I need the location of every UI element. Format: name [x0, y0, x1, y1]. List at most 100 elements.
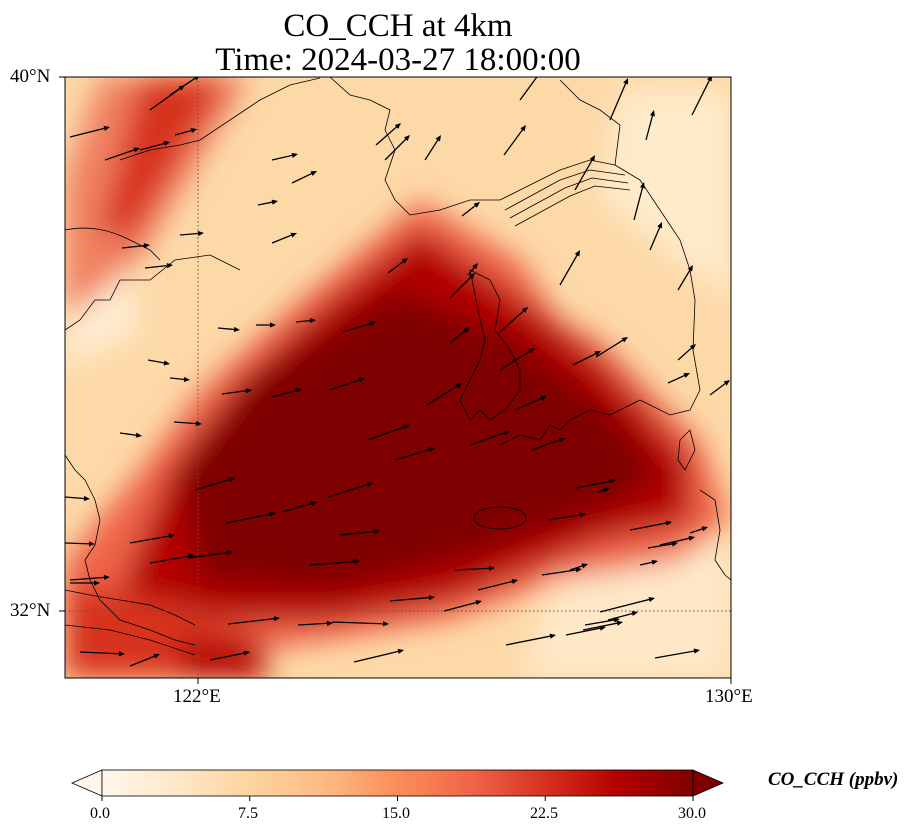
- wind-arrow-head: [623, 78, 629, 85]
- wind-arrow: [565, 627, 602, 636]
- wind-arrow-head: [540, 396, 547, 401]
- wind-arrow: [541, 569, 578, 576]
- wind-arrow-head: [687, 265, 693, 272]
- wind-arrow-head: [613, 617, 620, 623]
- wind-arrow: [667, 374, 686, 384]
- wind-arrow: [645, 114, 654, 141]
- wind-arrow-head: [428, 447, 435, 453]
- wind-arrow-head: [290, 232, 297, 238]
- wind-arrow-head: [549, 633, 556, 639]
- wind-arrow: [454, 567, 491, 571]
- wind-arrow: [375, 125, 398, 146]
- wind-arrow-head: [271, 199, 278, 205]
- axis-ticks: [59, 76, 732, 684]
- wind-arrow-head: [183, 376, 190, 382]
- wind-arrow: [121, 244, 146, 249]
- wind-arrow: [309, 560, 356, 566]
- wind-arrow: [469, 431, 506, 446]
- wind-arrow-head: [609, 478, 616, 484]
- colorbar-title: CO_CCH (ppbv): [768, 769, 899, 790]
- concentration-field: [65, 77, 731, 678]
- wind-arrow: [389, 596, 431, 602]
- wind-arrow-head: [574, 250, 580, 257]
- wind-arrow-head: [310, 501, 317, 507]
- colorbar-tick-2: 15.0: [382, 805, 410, 822]
- wind-arrow: [633, 186, 644, 221]
- wind-arrow-head: [326, 620, 333, 626]
- wind-arrow-head: [528, 348, 535, 354]
- wind-arrow-head: [575, 567, 582, 573]
- wind-arrow: [607, 612, 634, 621]
- wind-arrow: [271, 389, 298, 398]
- wind-arrow-head: [194, 77, 199, 81]
- wind-arrow-head: [197, 230, 204, 237]
- wind-arrow-head: [291, 152, 298, 158]
- wind-arrow-head: [366, 482, 373, 488]
- wind-arrow-head: [103, 574, 110, 581]
- wind-arrow: [477, 580, 514, 591]
- wind-arrow: [147, 359, 166, 364]
- lon-label-122e: 122°E: [173, 686, 221, 707]
- wind-arrow: [654, 650, 696, 659]
- wind-arrow-head: [295, 388, 302, 394]
- wind-arrow: [639, 561, 654, 566]
- map-title: CO_CCH at 4km: [283, 8, 513, 44]
- wind-arrow-head: [503, 430, 510, 436]
- wind-vectors: [65, 70, 730, 667]
- wind-arrow: [503, 128, 524, 156]
- wind-arrow: [394, 448, 431, 461]
- wind-arrow-head: [83, 495, 90, 502]
- wind-arrow-head: [455, 383, 462, 389]
- wind-arrow: [647, 543, 674, 549]
- wind-arrow: [659, 537, 691, 546]
- wind-arrow: [609, 82, 627, 121]
- wind-arrow-head: [382, 621, 389, 627]
- wind-arrow: [187, 551, 229, 559]
- wind-arrow-head: [520, 125, 526, 132]
- map-subtitle: Time: 2024-03-27 18:00:00: [215, 42, 581, 78]
- wind-arrow-head: [394, 123, 401, 129]
- wind-arrow: [174, 129, 193, 136]
- wind-arrow-head: [228, 477, 235, 483]
- wind-arrow-head: [369, 321, 376, 327]
- wind-arrow-head: [226, 550, 233, 556]
- colorbar-tick-1: 7.5: [238, 805, 258, 822]
- wind-arrow-head: [723, 380, 730, 386]
- wind-arrow-head: [648, 596, 655, 602]
- wind-arrow: [426, 385, 459, 406]
- wind-arrow-head: [536, 70, 542, 76]
- wind-arrow-head: [701, 526, 708, 532]
- colorbar-gradient: [102, 770, 693, 796]
- wind-arrow: [327, 483, 369, 498]
- colorbar-extend-high: [692, 769, 725, 797]
- wind-arrow-head: [657, 222, 663, 229]
- wind-arrow-head: [88, 541, 95, 547]
- wind-arrow: [505, 635, 552, 646]
- wind-arrow: [519, 77, 538, 101]
- wind-arrow: [569, 564, 584, 571]
- wind-arrow: [65, 542, 91, 545]
- wind-arrow-head: [153, 653, 160, 659]
- wind-arrow-head: [401, 258, 408, 264]
- wind-arrow-head: [511, 578, 518, 584]
- wind-arrow-head: [463, 327, 470, 333]
- wind-arrow-head: [589, 155, 595, 162]
- colorbar-extend-low: [70, 769, 103, 797]
- wind-arrow: [547, 514, 582, 521]
- wind-arrow: [173, 421, 198, 425]
- wind-arrow: [217, 327, 236, 331]
- wind-arrow-head: [309, 318, 316, 324]
- wind-arrow-head: [428, 594, 435, 601]
- wind-arrow-head: [473, 202, 480, 208]
- wind-arrow: [691, 79, 711, 116]
- wind-arrow-head: [579, 512, 586, 518]
- wind-arrow-head: [558, 437, 565, 443]
- wind-arrow-head: [581, 563, 588, 569]
- wind-arrow-head: [273, 616, 280, 622]
- wind-arrow-head: [631, 611, 638, 617]
- wind-arrow: [689, 527, 704, 534]
- wind-arrow: [179, 232, 200, 236]
- colorbar: [70, 769, 725, 801]
- wind-arrow-head: [373, 529, 380, 535]
